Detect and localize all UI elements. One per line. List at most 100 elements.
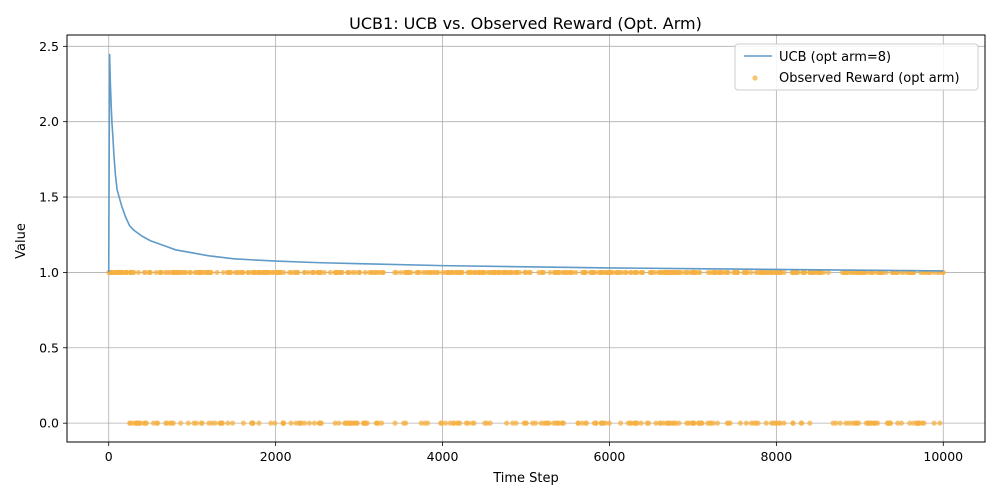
observed-reward-point [755,269,761,276]
observed-reward-point [131,269,137,276]
observed-reward-point [309,269,315,276]
observed-reward-point [632,269,639,276]
observed-reward-point [439,269,446,276]
observed-reward-point [114,269,120,276]
observed-reward-point [273,269,279,276]
observed-reward-point [482,420,488,426]
observed-reward-point [239,269,245,276]
observed-reward-point [401,420,407,426]
observed-reward-point [375,269,381,276]
observed-reward-point [599,420,606,426]
observed-reward-point [539,269,546,276]
observed-reward-point [442,420,449,426]
y-tick-label: 0.0 [39,416,59,431]
observed-reward-point [854,420,860,426]
observed-reward-point [799,420,805,426]
observed-reward-point [398,269,404,276]
observed-reward-point [135,269,142,276]
observed-reward-point [575,420,581,426]
x-axis-label: Time Step [492,471,559,486]
y-axis-label: Value [14,223,29,259]
observed-reward-point [251,269,257,276]
plot-area-frame [66,34,986,443]
observed-reward-point [793,269,799,276]
observed-reward-point [657,269,663,276]
observed-reward-point [770,269,776,276]
observed-reward-point [751,420,757,426]
observed-reward-point [691,420,697,426]
observed-reward-point [167,269,173,276]
ucb-line-series [107,53,944,273]
observed-reward-point [599,269,606,276]
observed-reward-point [627,269,633,276]
observed-reward-point [354,420,360,426]
observed-reward-point [670,420,677,426]
observed-reward-point [217,420,223,426]
observed-reward-point [907,420,913,426]
observed-reward-point [919,420,925,426]
observed-reward-point [623,269,629,276]
observed-reward-point [228,269,234,276]
observed-reward-point [212,420,218,426]
observed-reward-point [606,420,612,426]
observed-reward-point [416,269,422,276]
observed-reward-point [487,269,493,276]
observed-reward-point [748,269,754,276]
observed-reward-point [885,420,891,426]
observed-reward-point [685,269,692,276]
observed-reward-point [136,420,142,426]
observed-reward-point [857,269,863,276]
observed-reward-point [418,420,424,426]
observed-reward-point [523,420,529,426]
y-tick-label: 0.5 [39,340,59,355]
observed-reward-point [631,420,638,426]
observed-reward-point [453,269,459,276]
observed-reward-point [122,269,129,276]
observed-reward-point [763,420,769,426]
observed-reward-point [306,420,313,426]
observed-reward-point [199,269,205,276]
observed-reward-point [699,420,705,426]
observed-reward-point [582,269,589,276]
observed-reward-point [870,269,876,276]
observed-reward-point [229,420,236,426]
observed-reward-point [802,269,808,276]
observed-reward-point [327,269,333,276]
x-tick-label: 8000 [760,449,792,464]
chart-title: UCB1: UCB vs. Observed Reward (Opt. Arm) [349,14,702,33]
observed-reward-point [268,420,274,426]
observed-reward-point [614,269,620,276]
observed-reward-point [648,269,654,276]
observed-reward-point [272,420,278,426]
observed-reward-point [593,420,599,426]
observed-reward-point [556,269,562,276]
observed-reward-point [773,269,779,276]
observed-reward-point [457,269,463,276]
observed-reward-point [321,269,328,276]
observed-reward-point [220,269,226,276]
observed-reward-point [725,420,732,426]
observed-reward-point [551,420,557,426]
y-tick-label: 1.0 [39,265,59,280]
observed-reward-point [314,269,320,276]
observed-reward-point [362,269,368,276]
observed-reward-point [369,269,375,276]
legend-label-observed: Observed Reward (opt arm) [779,71,960,86]
observed-reward-point [559,420,565,426]
observed-reward-point [245,269,251,276]
observed-reward-point [352,269,358,276]
observed-reward-point [717,269,723,276]
observed-reward-point [502,269,509,276]
observed-reward-point [406,269,412,276]
observed-reward-point [732,269,738,276]
observed-reward-point [392,269,398,276]
observed-reward-point [362,420,369,426]
observed-reward-point [347,420,353,426]
observed-reward-point [392,420,398,426]
ucb-line [107,53,944,273]
observed-reward-point [356,269,362,276]
observed-reward-point [676,269,682,276]
y-axis: 0.0 0.5 1.0 1.5 2.0 2.5 [39,39,67,431]
observed-reward-point [830,420,836,426]
observed-reward-point [547,269,553,276]
